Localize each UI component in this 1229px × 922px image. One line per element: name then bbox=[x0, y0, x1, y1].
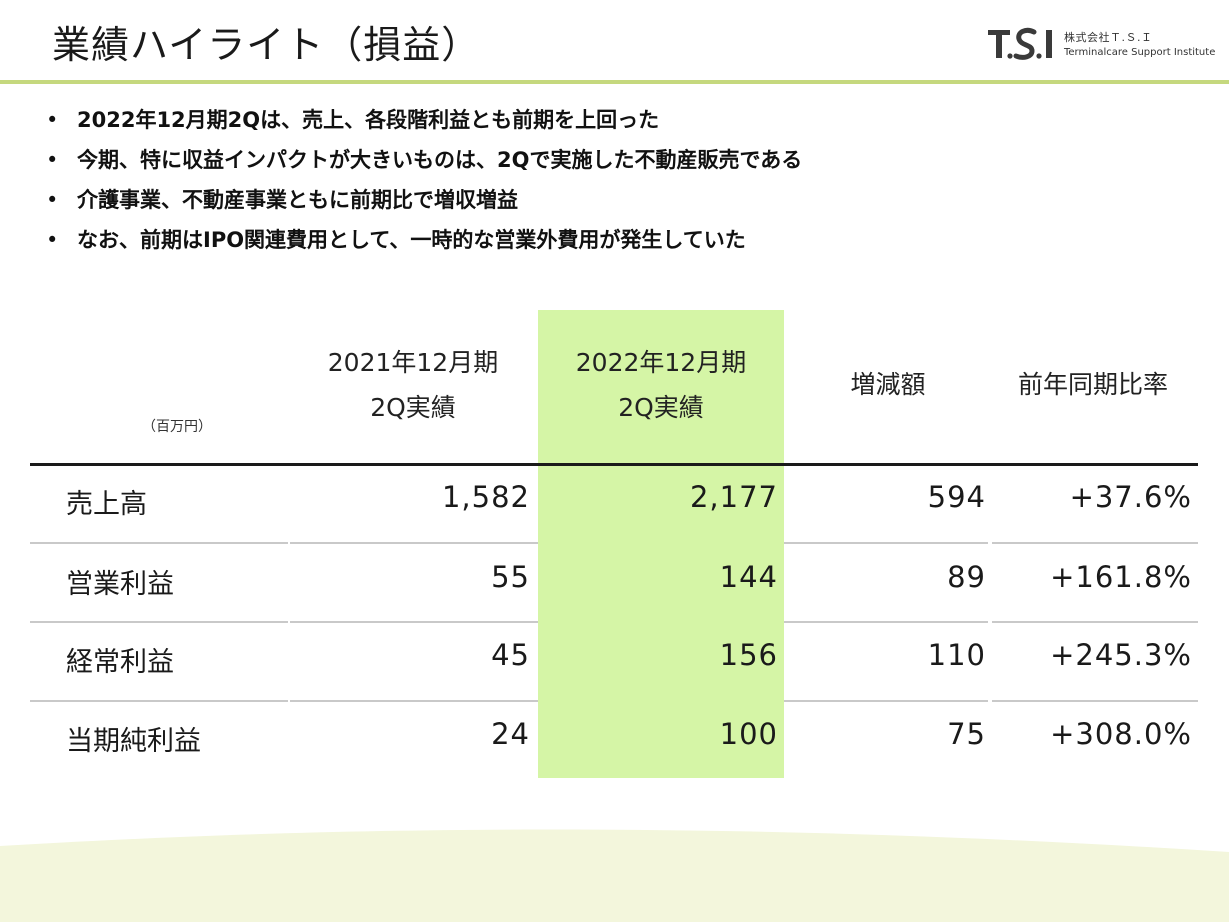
bullet-item: • 介護事業、不動産事業ともに前期比で増収増益 bbox=[44, 180, 802, 220]
bullet-item: • なお、前期はIPO関連費用として、一時的な営業外費用が発生していた bbox=[44, 220, 802, 260]
current-period-highlight bbox=[538, 310, 784, 778]
row-divider bbox=[290, 621, 538, 623]
cell-net-diff: 75 bbox=[947, 717, 986, 751]
header-prev-line1: 2021年12月期 bbox=[327, 348, 499, 377]
header-diff: 増減額 bbox=[850, 370, 926, 399]
bullet-item: • 2022年12月期2Qは、売上、各段階利益とも前期を上回った bbox=[44, 100, 802, 140]
row-divider bbox=[290, 700, 538, 702]
bullet-text: 2022年12月期2Qは、売上、各段階利益とも前期を上回った bbox=[77, 108, 660, 132]
table-header-rule bbox=[30, 463, 1198, 466]
header-ratio: 前年同期比率 bbox=[1017, 370, 1168, 399]
row-divider bbox=[784, 542, 988, 544]
header-curr-period: 2022年12月期 2Q実績 bbox=[544, 340, 778, 430]
cell-operating-curr: 144 bbox=[719, 560, 778, 594]
row-label-sales: 売上高 bbox=[66, 489, 147, 520]
row-divider bbox=[992, 621, 1198, 623]
cell-operating-prev: 55 bbox=[491, 560, 530, 594]
footer-wave bbox=[0, 829, 1229, 922]
cell-operating-ratio: +161.8% bbox=[1050, 560, 1192, 594]
bullet-dot: • bbox=[46, 188, 59, 212]
row-divider bbox=[992, 542, 1198, 544]
cell-sales-diff: 594 bbox=[927, 480, 986, 514]
header-curr-line2: 2Q実績 bbox=[618, 393, 704, 422]
row-divider bbox=[784, 700, 988, 702]
cell-ordinary-prev: 45 bbox=[491, 638, 530, 672]
bullet-item: • 今期、特に収益インパクトが大きいものは、2Qで実施した不動産販売である bbox=[44, 140, 802, 180]
bullet-text: 介護事業、不動産事業ともに前期比で増収増益 bbox=[77, 188, 518, 212]
row-label-ordinary-income: 経常利益 bbox=[66, 647, 174, 678]
bullet-text: 今期、特に収益インパクトが大きいものは、2Qで実施した不動産販売である bbox=[77, 148, 803, 172]
cell-net-curr: 100 bbox=[719, 717, 778, 751]
cell-ordinary-diff: 110 bbox=[927, 638, 986, 672]
bullet-text: なお、前期はIPO関連費用として、一時的な営業外費用が発生していた bbox=[77, 228, 746, 252]
logo-company-name: 株式会社Ｔ.Ｓ.Ｉ bbox=[1064, 31, 1153, 44]
cell-sales-prev: 1,582 bbox=[441, 480, 530, 514]
header-prev-line2: 2Q実績 bbox=[370, 393, 456, 422]
highlight-bullets: • 2022年12月期2Qは、売上、各段階利益とも前期を上回った • 今期、特に収益… bbox=[44, 100, 802, 260]
row-divider bbox=[290, 542, 538, 544]
bullet-dot: • bbox=[46, 148, 59, 172]
cell-ordinary-ratio: +245.3% bbox=[1050, 638, 1192, 672]
header-prev-period: 2021年12月期 2Q実績 bbox=[296, 340, 530, 430]
tsi-logo-mark-icon bbox=[988, 27, 1052, 60]
row-label-operating-income: 営業利益 bbox=[66, 569, 174, 600]
bullet-dot: • bbox=[46, 108, 59, 132]
title-divider bbox=[0, 80, 1229, 84]
cell-ordinary-curr: 156 bbox=[719, 638, 778, 672]
cell-net-ratio: +308.0% bbox=[1050, 717, 1192, 751]
cell-operating-diff: 89 bbox=[947, 560, 986, 594]
bullet-dot: • bbox=[46, 228, 59, 252]
header-curr-line1: 2022年12月期 bbox=[575, 348, 747, 377]
logo-subtitle: Terminalcare Support Institute bbox=[1064, 47, 1216, 58]
row-divider bbox=[992, 700, 1198, 702]
row-divider bbox=[784, 621, 988, 623]
unit-label: （百万円） bbox=[142, 419, 212, 435]
row-divider bbox=[30, 542, 288, 544]
page-title: 業績ハイライト（損益） bbox=[52, 23, 481, 67]
row-divider bbox=[30, 700, 288, 702]
cell-sales-ratio: +37.6% bbox=[1069, 480, 1192, 514]
row-divider bbox=[30, 621, 288, 623]
cell-net-prev: 24 bbox=[491, 717, 530, 751]
row-label-net-income: 当期純利益 bbox=[66, 726, 201, 757]
cell-sales-curr: 2,177 bbox=[689, 480, 778, 514]
company-logo: 株式会社Ｔ.Ｓ.Ｉ Terminalcare Support Institute bbox=[988, 26, 1218, 66]
